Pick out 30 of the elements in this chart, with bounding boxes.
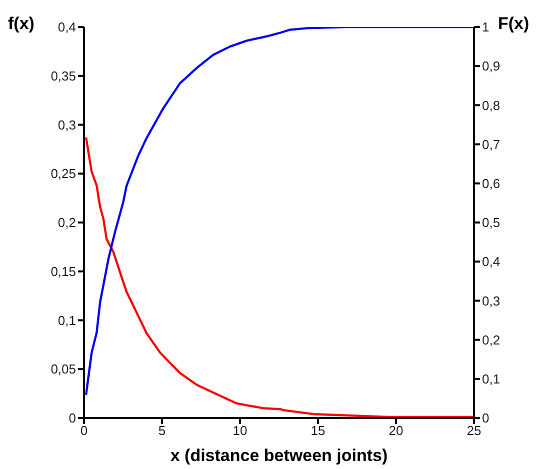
y2-tick-label: 0,5 <box>482 215 500 230</box>
y2-tick-label: 0,8 <box>482 98 500 113</box>
y-tick-label: 0,1 <box>58 312 76 328</box>
y2-tick-label: 0 <box>482 410 490 426</box>
y-tick-label: 0,15 <box>50 264 76 279</box>
y-tick-label: 0,05 <box>50 362 76 377</box>
y2-tick-label: 0,1 <box>482 372 500 387</box>
x-axis-title: x (distance between joints) <box>170 446 388 465</box>
x-tick-label: 5 <box>158 423 166 438</box>
x-tick-label: 0 <box>80 423 88 438</box>
y2-tick-label: 0,2 <box>482 332 500 348</box>
y2-tick-label: 0,3 <box>482 293 500 308</box>
y-tick-label: 0,4 <box>58 20 76 35</box>
y2-tick-label: 1 <box>482 20 490 35</box>
y2-axis-title: F(x) <box>498 14 530 34</box>
y-tick-label: 0,2 <box>58 215 76 230</box>
y2-tick-label: 0,9 <box>482 58 500 74</box>
y2-tick-label: 0,7 <box>482 136 500 152</box>
y-tick-label: 0,3 <box>58 117 76 132</box>
y2-tick-label: 0,6 <box>482 176 500 192</box>
x-tick-label: 20 <box>388 423 404 438</box>
y-tick-label: 0,25 <box>50 166 76 182</box>
x-tick-label: 10 <box>232 423 248 438</box>
y-tick-label: 0,35 <box>50 68 76 84</box>
y2-tick-label: 0,4 <box>482 254 500 270</box>
line-series <box>84 27 474 396</box>
x-tick-label: 15 <box>310 423 326 438</box>
x-tick-label: 25 <box>466 423 482 438</box>
y-tick-label: 0 <box>68 410 76 426</box>
y-axis-title: f(x) <box>8 14 34 34</box>
